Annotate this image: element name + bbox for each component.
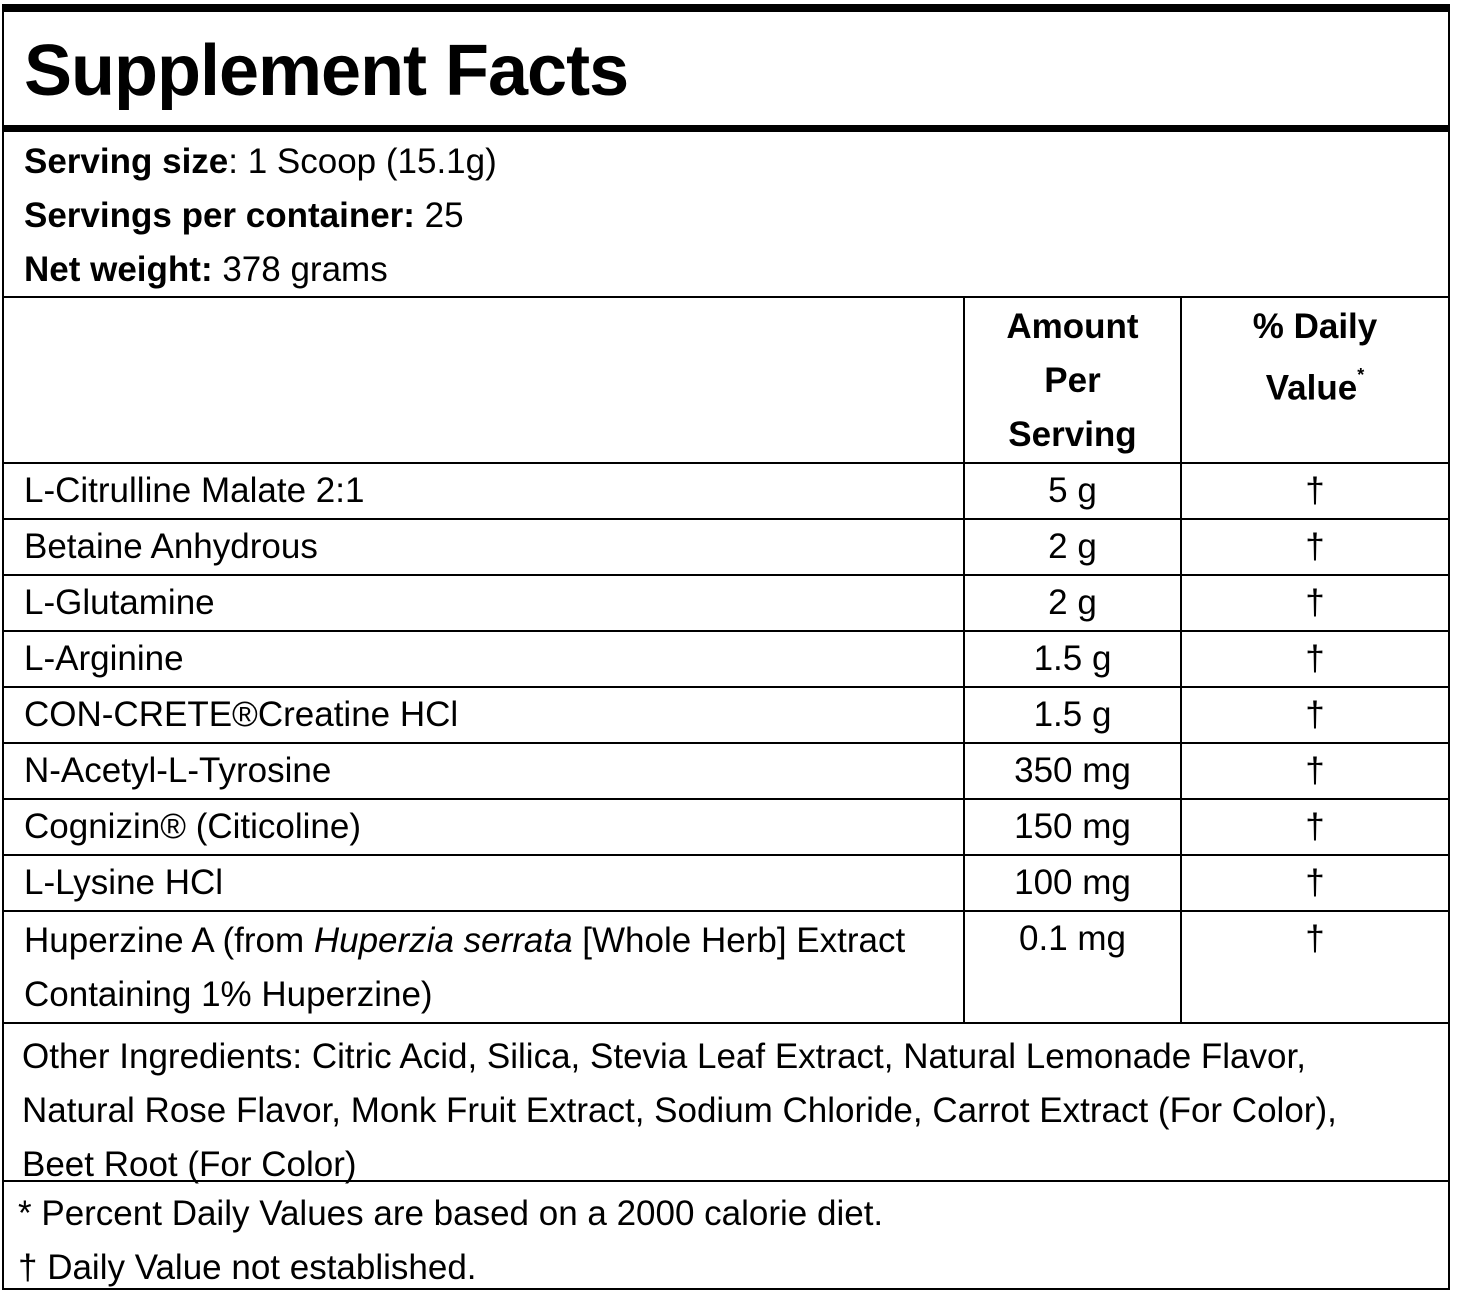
title-bar: Supplement Facts — [4, 12, 1448, 132]
table-row: N-Acetyl-L-Tyrosine 350 mg † — [4, 742, 1448, 800]
table-row: Huperzine A (from Huperzia serrata [Whol… — [4, 911, 1448, 1024]
ingredient-name: L-Arginine — [4, 630, 965, 688]
header-dv-line-1: % Daily — [1252, 307, 1378, 346]
ingredient-amount: 2 g — [963, 574, 1182, 632]
table-header-row: Amount Per Serving % Daily Value* — [4, 298, 1448, 464]
header-amount-line-1: Amount — [1006, 307, 1139, 346]
table-row: Betaine Anhydrous 2 g † — [4, 518, 1448, 576]
ingredient-name: L-Glutamine — [4, 574, 965, 632]
ingredient-name-italic: Huperzia serrata — [313, 921, 573, 960]
header-amount-line-2: Per — [1044, 361, 1101, 400]
page-title: Supplement Facts — [24, 31, 629, 111]
table-row: Cognizin® (Citicoline) 150 mg † — [4, 798, 1448, 856]
ingredients-table: Amount Per Serving % Daily Value* L-Citr… — [4, 298, 1448, 1024]
ingredient-amount: 350 mg — [963, 742, 1182, 800]
net-weight-line: Net weight: 378 grams — [24, 250, 388, 290]
ingredient-daily-value: † — [1180, 742, 1448, 800]
header-amount-line-3: Serving — [1008, 415, 1137, 454]
ingredient-amount: 5 g — [963, 463, 1182, 520]
servings-per-container-value: 25 — [414, 196, 464, 235]
header-dv-word: Value — [1265, 368, 1358, 408]
ingredient-amount: 2 g — [963, 518, 1182, 576]
table-row: L-Arginine 1.5 g † — [4, 630, 1448, 688]
dagger-footnote: † Daily Value not established. — [18, 1248, 477, 1287]
ingredient-name-prefix: Huperzine A (from — [24, 921, 314, 960]
ingredient-rows: L-Citrulline Malate 2:1 5 g † Betaine Anhyd… — [4, 463, 1448, 912]
ingredient-daily-value: † — [1180, 463, 1448, 520]
table-row: L-Citrulline Malate 2:1 5 g † — [4, 463, 1448, 520]
ingredient-daily-value: † — [1180, 911, 1448, 1024]
serving-info: Serving size: 1 Scoop (15.1g) Servings p… — [4, 132, 1448, 298]
ingredient-daily-value: † — [1180, 574, 1448, 632]
ingredient-name: Cognizin® (Citicoline) — [4, 798, 965, 856]
header-dv-asterisk: * — [1357, 365, 1365, 385]
ingredient-name: N-Acetyl-L-Tyrosine — [4, 742, 965, 800]
ingredient-name: Huperzine A (from Huperzia serrata [Whol… — [4, 911, 965, 1024]
other-ingredients-text: Other Ingredients: Citric Acid, Silica, … — [22, 1037, 1337, 1184]
servings-per-container-label: Servings per container: — [24, 196, 415, 235]
table-row: L-Lysine HCl 100 mg † — [4, 854, 1448, 912]
ingredient-name: Betaine Anhydrous — [4, 518, 965, 576]
serving-size-label: Serving size — [24, 142, 229, 181]
ingredient-amount: 1.5 g — [963, 630, 1182, 688]
header-daily-value: % Daily Value* — [1180, 298, 1448, 464]
header-ingredient — [4, 298, 965, 464]
ingredient-daily-value: † — [1180, 686, 1448, 744]
servings-per-container-line: Servings per container: 25 — [24, 196, 464, 236]
net-weight-label: Net weight: — [24, 250, 213, 289]
table-row: CON-CRETE®Creatine HCl 1.5 g † — [4, 686, 1448, 744]
table-row: L-Glutamine 2 g † — [4, 574, 1448, 632]
ingredient-daily-value: † — [1180, 854, 1448, 912]
ingredient-amount: 1.5 g — [963, 686, 1182, 744]
ingredient-daily-value: † — [1180, 630, 1448, 688]
ingredient-daily-value: † — [1180, 518, 1448, 576]
serving-size-line: Serving size: 1 Scoop (15.1g) — [24, 142, 497, 182]
supplement-facts-label: Supplement Facts Serving size: 1 Scoop (… — [2, 4, 1450, 1290]
ingredient-amount: 150 mg — [963, 798, 1182, 856]
ingredient-name: L-Lysine HCl — [4, 854, 965, 912]
net-weight-value: 378 grams — [212, 250, 388, 289]
header-amount: Amount Per Serving — [963, 298, 1182, 464]
ingredient-amount: 100 mg — [963, 854, 1182, 912]
ingredient-daily-value: † — [1180, 798, 1448, 856]
header-dv-line-2: Value* — [1182, 354, 1448, 416]
ingredient-name-suffix: [Whole Herb] Extract Containing 1% Huper… — [24, 921, 906, 1014]
ingredient-amount: 0.1 mg — [963, 911, 1182, 1024]
ingredient-name: L-Citrulline Malate 2:1 — [4, 463, 965, 520]
serving-size-value: : 1 Scoop (15.1g) — [228, 142, 497, 181]
percent-daily-value-footnote: * Percent Daily Values are based on a 20… — [18, 1194, 884, 1233]
other-ingredients-section: Other Ingredients: Citric Acid, Silica, … — [4, 1022, 1448, 1184]
ingredient-name: CON-CRETE®Creatine HCl — [4, 686, 965, 744]
